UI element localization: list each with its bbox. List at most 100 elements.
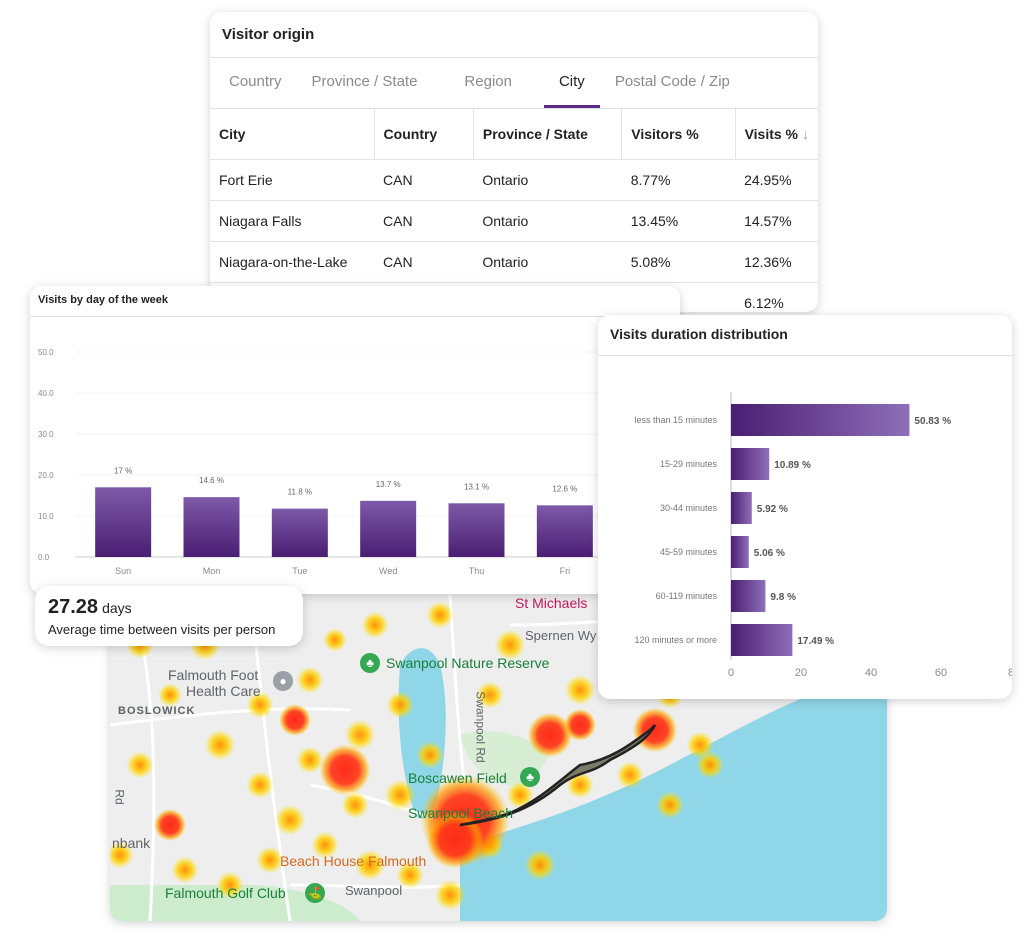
heat-spot: [296, 746, 324, 774]
heat-spot-hot: [564, 709, 596, 741]
location-pin-icon[interactable]: ●: [273, 671, 293, 691]
heat-spot: [274, 804, 306, 836]
cell-country: CAN: [374, 241, 474, 283]
heat-spot: [204, 729, 236, 761]
visitor-origin-tabs: Country Province / State Region City Pos…: [210, 58, 818, 109]
cell-visits: 12.36%: [735, 241, 818, 283]
bar-data-label: 5.92 %: [757, 504, 788, 515]
heat-spot: [341, 791, 369, 819]
visits-by-day-chart: 0.0 10.0 20.0 30.0 40.0 50.0 17 % Sun 14.6 % Mon 1…: [38, 348, 605, 576]
x-tick-label: 60: [935, 667, 947, 679]
visits-duration-chart: less than 15 minutes 50.83 % 15-29 minutes…: [634, 392, 1012, 679]
map-label-golf: Falmouth Golf Club: [165, 885, 286, 901]
visitor-origin-title: Visitor origin: [210, 12, 818, 58]
bar-thu[interactable]: [448, 503, 505, 557]
heat-spot: [354, 849, 386, 881]
bar-duration[interactable]: [731, 448, 770, 480]
column-header-visits[interactable]: Visits % ↓: [735, 109, 818, 160]
x-tick-label: 0: [728, 667, 734, 679]
bar-duration[interactable]: [731, 492, 752, 524]
column-header-city[interactable]: City: [210, 109, 375, 160]
arrow-down-icon[interactable]: ↓: [802, 126, 809, 142]
cell-province: Ontario: [473, 200, 622, 242]
y-tick-label: 120 minutes or more: [634, 635, 717, 645]
y-tick-label: 60-119 minutes: [656, 591, 718, 601]
geofence-polygon[interactable]: [459, 724, 657, 827]
bar-mon[interactable]: [183, 497, 240, 557]
park-pin-icon[interactable]: ♣: [520, 767, 540, 787]
bar-fri[interactable]: [536, 505, 593, 557]
heat-spot: [384, 779, 416, 811]
heat-spot: [434, 879, 466, 911]
map-label-rd: Rd: [112, 789, 127, 805]
visitor-origin-card: Visitor origin Country Province / State …: [210, 12, 818, 312]
column-header-visitors[interactable]: Visitors %: [621, 109, 736, 160]
map-park-golf: [110, 885, 360, 921]
cell-province: Ontario: [473, 241, 622, 283]
column-header-country[interactable]: Country: [374, 109, 474, 160]
column-header-visits-label: Visits %: [744, 126, 798, 142]
x-tick-label: 40: [865, 667, 877, 679]
tab-region[interactable]: Region: [464, 73, 512, 90]
heat-spot: [344, 719, 376, 751]
golf-pin-icon[interactable]: ⛳: [305, 883, 325, 903]
heat-spot: [426, 601, 454, 629]
heat-spot-hot: [527, 712, 573, 758]
bar-duration[interactable]: [731, 624, 793, 656]
map-label-spernen: Spernen Wy: [525, 628, 597, 643]
bar-sun[interactable]: [95, 487, 152, 557]
bar-data-label: 14.6 %: [199, 476, 224, 485]
tab-country[interactable]: Country: [229, 73, 282, 90]
heat-spot: [311, 831, 339, 859]
column-header-province[interactable]: Province / State: [473, 109, 623, 160]
park-pin-icon[interactable]: ♣: [360, 653, 380, 673]
map-label-swanpool-nature: Swanpool Nature Reserve: [386, 655, 550, 671]
heat-spot: [506, 781, 534, 809]
heat-layer: [110, 601, 724, 911]
cell-visitors: 13.45%: [621, 200, 736, 242]
heat-spot: [246, 691, 274, 719]
map-label-bank: nbank: [112, 835, 151, 851]
bar-duration[interactable]: [731, 580, 766, 612]
heat-spot: [416, 741, 444, 769]
bar-data-label: 5.06 %: [754, 548, 785, 559]
heat-spot: [386, 691, 414, 719]
visitor-origin-table: City Country Province / State Visitors %…: [210, 109, 818, 312]
y-tick-label: 45-59 minutes: [660, 547, 718, 557]
tab-city[interactable]: City: [543, 58, 600, 108]
map-label-health-care: Health Care: [186, 683, 261, 699]
bar-data-label: 13.1 %: [464, 482, 489, 491]
map-label-boslowick: BOSLOWICK: [118, 705, 196, 717]
table-row[interactable]: Fort Erie CAN Ontario 8.77% 24.95%: [210, 159, 818, 201]
bar-duration[interactable]: [731, 536, 749, 568]
bar-duration[interactable]: [731, 404, 910, 436]
y-tick-label: 50.0: [38, 348, 54, 357]
heat-spot: [246, 771, 274, 799]
heat-spot: [396, 861, 424, 889]
map-label-beach-house: Beach House Falmouth: [280, 853, 427, 869]
cell-country: CAN: [374, 200, 474, 242]
heat-spot-hot: [279, 704, 311, 736]
x-tick-label: Tue: [292, 566, 307, 576]
cell-province: Ontario: [473, 159, 622, 201]
bar-data-label: 13.7 %: [376, 480, 401, 489]
tab-province-state[interactable]: Province / State: [311, 73, 418, 90]
bar-data-label: 11.8 %: [288, 488, 312, 497]
cell-visits: 24.95%: [735, 159, 818, 201]
table-row[interactable]: Niagara-on-the-Lake CAN Ontario 5.08% 12…: [210, 241, 818, 283]
heat-spot: [171, 856, 199, 884]
heat-spot: [110, 841, 134, 869]
x-tick-label: 8: [1008, 667, 1012, 679]
y-tick-label: 30-44 minutes: [660, 503, 718, 513]
avg-time-label: Average time between visits per person: [48, 622, 276, 637]
cell-visitors: 5.08%: [621, 241, 736, 283]
bar-wed[interactable]: [360, 500, 417, 557]
tab-postal-code[interactable]: Postal Code / Zip: [614, 73, 730, 90]
avg-time-value-line: 27.28 days: [48, 596, 132, 619]
table-header-row: City Country Province / State Visitors %…: [210, 109, 818, 160]
table-row[interactable]: Niagara Falls CAN Ontario 13.45% 14.57%: [210, 200, 818, 242]
heat-spot: [158, 683, 182, 707]
bar-tue[interactable]: [271, 508, 328, 557]
heat-spot: [126, 751, 154, 779]
avg-time-between-visits-card: 27.28 days Average time between visits pe…: [35, 586, 303, 646]
